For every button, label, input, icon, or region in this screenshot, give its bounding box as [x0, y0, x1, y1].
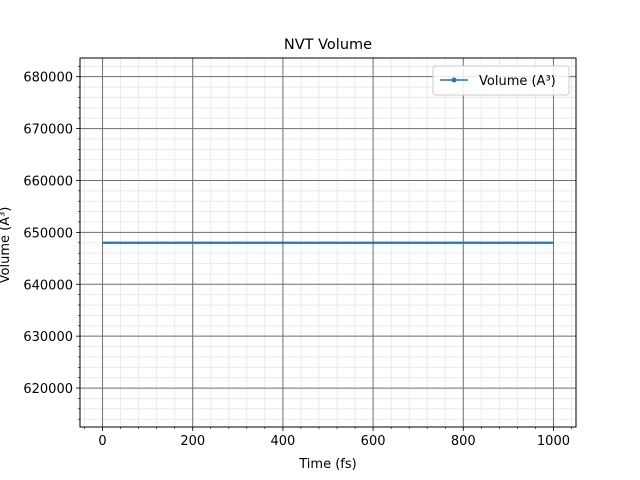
- x-tick-label: 400: [270, 434, 295, 449]
- y-tick-label: 630000: [23, 330, 73, 345]
- y-tick-label: 670000: [23, 123, 73, 138]
- x-axis: 0 200 400 600 800 1000: [84, 427, 572, 449]
- x-tick-label: 600: [361, 434, 386, 449]
- legend: Volume (A³): [432, 65, 570, 96]
- x-tick-label: 200: [180, 434, 205, 449]
- y-tick-label: 650000: [23, 226, 73, 241]
- x-tick-label: 1000: [537, 434, 570, 449]
- y-tick-label: 640000: [23, 278, 73, 293]
- legend-box: [432, 65, 570, 96]
- x-axis-title: Time (fs): [298, 457, 356, 472]
- major-grid: [80, 58, 576, 427]
- y-tick-label: 680000: [23, 71, 73, 86]
- chart-title: NVT Volume: [284, 37, 372, 53]
- y-tick-label: 660000: [23, 174, 73, 189]
- x-tick-label: 0: [98, 434, 106, 449]
- y-axis: 620000 630000 640000 650000 660000 670000 6800…: [23, 66, 80, 420]
- x-tick-label: 800: [451, 434, 476, 449]
- y-axis-title: Volume (A³): [0, 207, 13, 284]
- legend-marker-swatch: [451, 77, 457, 83]
- legend-label: Volume (A³): [479, 74, 556, 89]
- y-tick-label: 620000: [23, 382, 73, 397]
